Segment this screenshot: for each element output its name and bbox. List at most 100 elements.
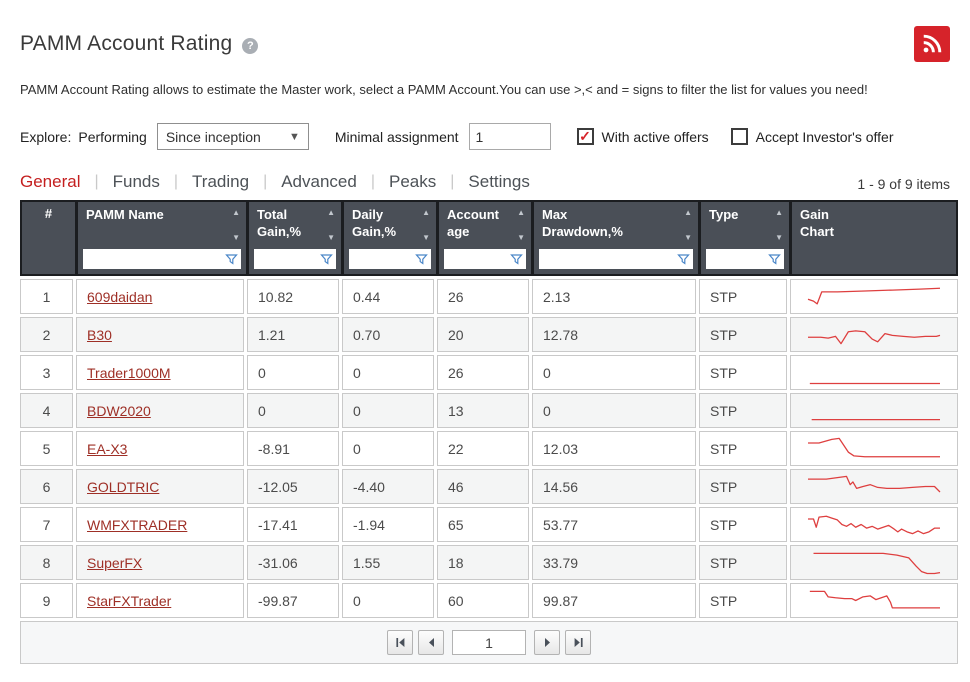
pamm-name-cell: StarFXTrader xyxy=(76,583,244,618)
sort-asc-icon[interactable]: ▲ xyxy=(517,208,525,217)
column-header-max-drawdown[interactable]: Max Drawdown,% ▲ ▼ xyxy=(534,202,698,274)
pamm-account-link[interactable]: WMFXTRADER xyxy=(87,516,188,533)
sort-desc-icon[interactable]: ▼ xyxy=(422,233,430,242)
column-filter-input[interactable] xyxy=(83,249,225,269)
sort-asc-icon[interactable]: ▲ xyxy=(775,208,783,217)
tab-separator: | xyxy=(450,173,455,190)
row-number-cell: 8 xyxy=(20,545,73,580)
gain-sparkline xyxy=(808,330,941,345)
tab-general[interactable]: General xyxy=(20,172,81,191)
pamm-account-link[interactable]: StarFXTrader xyxy=(87,592,172,609)
sort-asc-icon[interactable]: ▲ xyxy=(422,208,430,217)
filter-funnel-icon xyxy=(415,253,428,265)
column-filter-input[interactable] xyxy=(444,249,510,269)
gain-sparkline xyxy=(813,552,941,575)
sort-desc-icon[interactable]: ▼ xyxy=(327,233,335,242)
accept-investors-offer-checkbox[interactable]: Accept Investor's offer xyxy=(730,128,893,145)
total-gain-cell: -99.87 xyxy=(247,583,339,618)
sort-asc-icon[interactable]: ▲ xyxy=(327,208,335,217)
tab-peaks[interactable]: Peaks xyxy=(389,172,437,191)
gain-sparkline xyxy=(811,419,940,421)
page-number-input[interactable] xyxy=(452,630,526,655)
type-cell: STP xyxy=(699,583,787,618)
column-header-type[interactable]: Type ▲ ▼ xyxy=(701,202,789,274)
pamm-name-cell: Trader1000M xyxy=(76,355,244,390)
column-filter-input[interactable] xyxy=(706,249,768,269)
tab-separator: | xyxy=(94,173,99,190)
column-filter-input[interactable] xyxy=(349,249,415,269)
tab-advanced[interactable]: Advanced xyxy=(281,172,357,191)
column-filter xyxy=(444,249,526,269)
pamm-name-cell: 609daidan xyxy=(76,279,244,314)
total-gain-cell: -31.06 xyxy=(247,545,339,580)
column-header-pamm-name[interactable]: PAMM Name ▲ ▼ xyxy=(78,202,246,274)
next-page-button[interactable] xyxy=(534,630,560,655)
type-cell: STP xyxy=(699,545,787,580)
with-active-offers-checkbox[interactable]: ✓ With active offers xyxy=(576,128,709,145)
table-row: 1 609daidan 10.82 0.44 26 2.13 STP xyxy=(20,279,958,314)
total-gain-cell: 1.21 xyxy=(247,317,339,352)
pamm-account-link[interactable]: B30 xyxy=(87,326,112,343)
minimal-assignment-input[interactable] xyxy=(468,123,551,150)
table-row: 7 WMFXTRADER -17.41 -1.94 65 53.77 STP xyxy=(20,507,958,542)
pamm-account-link[interactable]: EA-X3 xyxy=(87,440,128,457)
pamm-account-link[interactable]: 609daidan xyxy=(87,288,153,305)
help-icon[interactable]: ? xyxy=(242,37,259,54)
explore-mode: Performing xyxy=(78,128,147,145)
checkbox-unchecked-icon[interactable] xyxy=(730,128,748,145)
account-age-cell: 22 xyxy=(437,431,529,466)
gain-sparkline xyxy=(807,287,941,305)
max-drawdown-cell: 12.03 xyxy=(532,431,696,466)
account-age-cell: 26 xyxy=(437,355,529,390)
sort-asc-icon[interactable]: ▲ xyxy=(232,208,240,217)
pamm-account-link[interactable]: GOLDTRIC xyxy=(87,478,160,495)
sort-asc-icon[interactable]: ▲ xyxy=(684,208,692,217)
column-filter-input[interactable] xyxy=(539,249,677,269)
tab-funds[interactable]: Funds xyxy=(112,172,160,191)
last-page-button[interactable] xyxy=(565,630,591,655)
gain-chart-cell xyxy=(790,317,958,352)
column-label: Max Drawdown,% xyxy=(542,207,623,239)
pamm-account-link[interactable]: Trader1000M xyxy=(87,364,171,381)
row-number-cell: 9 xyxy=(20,583,73,618)
sort-arrows: ▲ ▼ xyxy=(517,209,525,242)
pamm-account-link[interactable]: BDW2020 xyxy=(87,402,151,419)
filter-funnel-icon xyxy=(225,253,238,265)
daily-gain-cell: 0 xyxy=(342,393,434,428)
sort-arrows: ▲ ▼ xyxy=(422,209,430,242)
table-row: 6 GOLDTRIC -12.05 -4.40 46 14.56 STP xyxy=(20,469,958,504)
account-age-cell: 26 xyxy=(437,279,529,314)
total-gain-cell: 0 xyxy=(247,355,339,390)
daily-gain-cell: 0.70 xyxy=(342,317,434,352)
column-filter-input[interactable] xyxy=(254,249,320,269)
rss-icon[interactable] xyxy=(914,26,950,62)
type-cell: STP xyxy=(699,317,787,352)
previous-page-button[interactable] xyxy=(418,630,444,655)
sort-desc-icon[interactable]: ▼ xyxy=(517,233,525,242)
explore-label: Explore: xyxy=(20,128,72,145)
tab-settings[interactable]: Settings xyxy=(468,172,530,191)
pamm-name-cell: GOLDTRIC xyxy=(76,469,244,504)
checkbox-checked-icon[interactable]: ✓ xyxy=(576,128,594,145)
table-body: 1 609daidan 10.82 0.44 26 2.13 STP 2 B30 1.21 0.70… xyxy=(20,279,958,618)
column-header-total-gain[interactable]: Total Gain,% ▲ ▼ xyxy=(249,202,341,274)
gain-chart-cell xyxy=(790,355,958,390)
pamm-rating-table: # PAMM Name ▲ ▼ Total Gain,% ▲ ▼ Daily Gain,% ▲ ▼… xyxy=(20,200,958,664)
tab-separator: | xyxy=(370,173,375,190)
sort-desc-icon[interactable]: ▼ xyxy=(775,233,783,242)
column-header-account-age[interactable]: Account age ▲ ▼ xyxy=(439,202,531,274)
total-gain-cell: -8.91 xyxy=(247,431,339,466)
column-header-daily-gain[interactable]: Daily Gain,% ▲ ▼ xyxy=(344,202,436,274)
sort-desc-icon[interactable]: ▼ xyxy=(232,233,240,242)
pamm-account-link[interactable]: SuperFX xyxy=(87,554,143,571)
column-label: PAMM Name xyxy=(86,207,164,222)
sort-arrows: ▲ ▼ xyxy=(232,209,240,242)
tab-trading[interactable]: Trading xyxy=(192,172,250,191)
period-select[interactable]: Since inception ▼ xyxy=(156,123,309,150)
first-page-button[interactable] xyxy=(387,630,413,655)
sort-desc-icon[interactable]: ▼ xyxy=(684,233,692,242)
daily-gain-cell: 1.55 xyxy=(342,545,434,580)
table-header: # PAMM Name ▲ ▼ Total Gain,% ▲ ▼ Daily Gain,% ▲ ▼… xyxy=(20,200,958,276)
daily-gain-cell: 0 xyxy=(342,355,434,390)
